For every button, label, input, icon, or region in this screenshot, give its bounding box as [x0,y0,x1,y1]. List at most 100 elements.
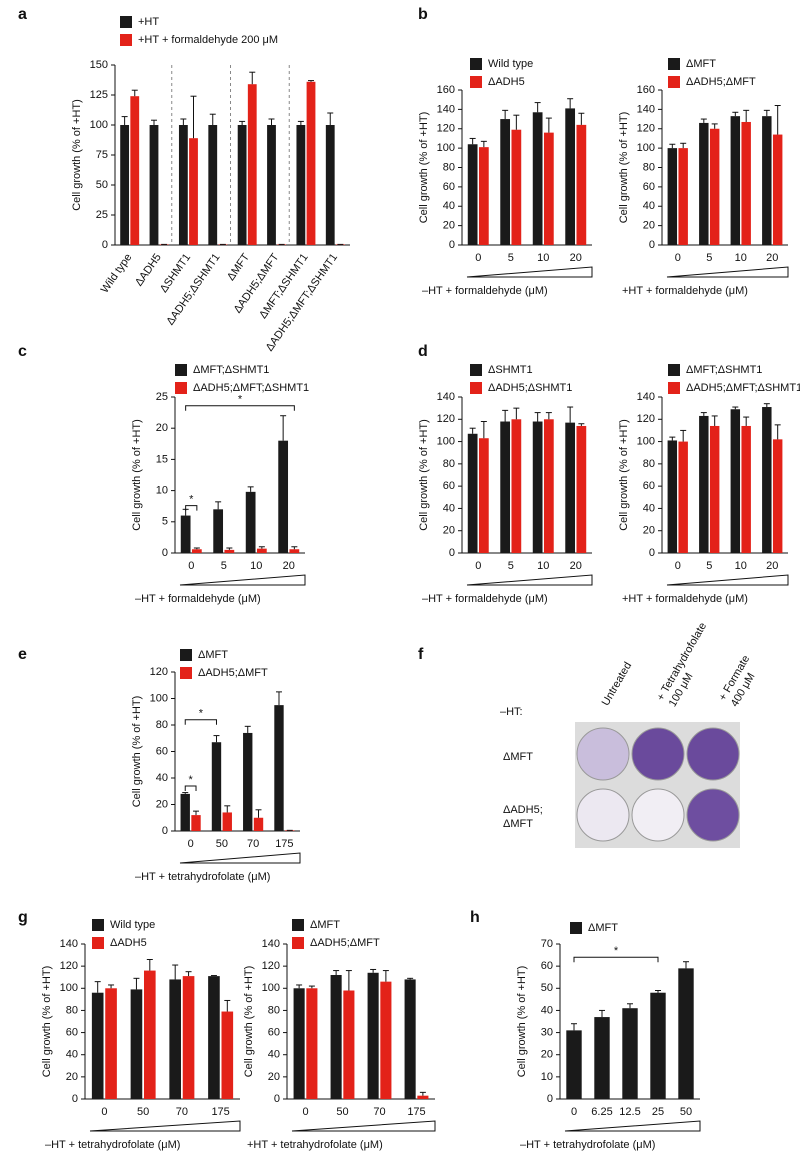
x-tick-label: 10 [537,252,549,264]
y-tick-label: 120 [150,666,168,678]
bar [325,125,335,245]
bar [293,988,305,1099]
y-tick-label: 100 [437,435,455,447]
y-tick-label: 140 [637,391,655,403]
bar [149,125,159,245]
legend-swatch [668,58,680,70]
well [686,788,740,842]
legend-label: ΔADH5;ΔMFT;ΔSHMT1 [686,382,800,394]
y-axis-label: Cell growth (% of +HT) [516,966,528,1078]
legend-swatch [570,922,582,934]
bar [772,439,783,553]
x-tick-label: 20 [766,252,778,264]
annotation: * [238,394,243,406]
x-tick-label: 12.5 [619,1106,640,1118]
bar [208,976,220,1099]
bar [730,409,741,553]
x-axis-label: +HT + tetrahydrofolate (μM) [247,1139,383,1151]
bar [417,1095,429,1099]
x-tick-label: 10 [537,560,549,572]
column-label: Untreated [600,660,635,708]
legend-swatch [668,364,680,376]
bar [380,981,392,1099]
bar [622,1008,638,1099]
significance-bracket [184,785,197,791]
y-tick-label: 140 [437,103,455,115]
bar [762,407,772,553]
annotation: * [614,945,619,957]
legend-label: ΔMFT;ΔSHMT1 [193,364,269,376]
y-tick-label: 40 [66,1049,78,1061]
bar [130,989,143,1099]
legend-swatch [470,382,482,394]
x-tick-label: 0 [475,252,481,264]
y-tick-label: 0 [162,547,168,559]
wedge [89,1120,241,1132]
x-tick-label: 0 [302,1106,308,1118]
bar [169,979,182,1099]
bar [256,548,267,553]
well [631,788,685,842]
bar [511,129,522,245]
bar [478,147,489,245]
wedge [179,574,306,586]
y-axis-label: Cell growth (% of +HT) [418,419,430,531]
bar [500,421,511,553]
bar [699,122,709,245]
y-tick-label: 80 [643,161,655,173]
bar [678,968,694,1099]
y-tick-label: 5 [162,516,168,528]
y-tick-label: 0 [547,1093,553,1105]
bar [267,125,276,245]
bar [278,440,289,553]
wedge [666,574,789,586]
significance-bracket [185,405,295,411]
y-tick-label: 80 [443,458,455,470]
x-tick-label: 50 [680,1106,692,1118]
x-axis-label: –HT + tetrahydrofolate (μM) [135,871,270,883]
x-tick-label: 175 [275,838,293,850]
y-tick-label: 120 [637,413,655,425]
x-tick-label: 0 [475,560,481,572]
y-tick-label: 150 [90,59,108,71]
bar [222,812,232,831]
x-tick-label: ΔADH5 [133,252,164,289]
y-tick-label: 140 [60,938,78,950]
x-tick-label: 20 [283,560,295,572]
bar [576,425,587,553]
bar [404,979,416,1099]
y-tick-label: 40 [643,200,655,212]
bar [467,144,478,245]
y-tick-label: 15 [156,453,168,465]
panel-letter: a [18,6,27,23]
bar [532,112,543,245]
bar [543,419,554,553]
y-tick-label: 80 [443,161,455,173]
y-tick-label: 0 [449,547,455,559]
bar [253,817,264,831]
bar [143,970,156,1099]
x-tick-label: 50 [137,1106,149,1118]
y-tick-label: 10 [541,1071,553,1083]
bar [243,732,253,831]
y-tick-label: 80 [156,719,168,731]
y-tick-label: 40 [443,502,455,514]
x-tick-label: 0 [188,838,194,850]
x-axis-label: –HT + formaldehyde (μM) [135,593,261,605]
row-label: ΔADH5; [503,804,543,816]
y-tick-label: 100 [60,982,78,994]
well [686,727,740,781]
bar [247,84,257,245]
bar [709,425,720,553]
bar [191,815,201,831]
y-tick-label: 120 [437,413,455,425]
panel-letter: b [418,6,428,23]
y-tick-label: 20 [443,525,455,537]
y-tick-label: 0 [72,1093,78,1105]
legend-swatch [180,649,192,661]
y-axis-label: Cell growth (% of +HT) [131,419,143,531]
x-tick-label: ΔMFT [225,251,252,283]
bar [511,419,522,553]
y-tick-label: 80 [66,1004,78,1016]
legend-label: +HT [138,16,159,28]
